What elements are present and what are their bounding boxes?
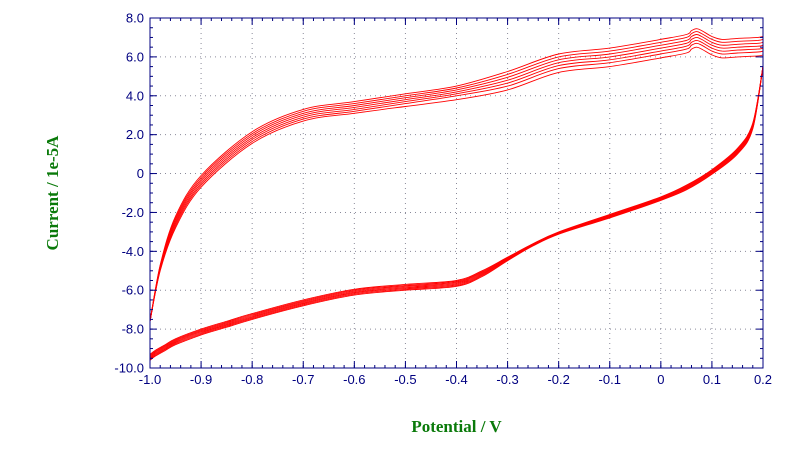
cv-cycle-3-forward-sweep — [149, 66, 764, 357]
cv-cycle-1-forward-sweep — [149, 66, 764, 355]
x-axis-title: Potential / V — [411, 417, 502, 436]
cv-cycle-4-forward-sweep — [149, 66, 764, 358]
y-tick-label: 0 — [137, 166, 144, 181]
cv-cycle-3-reverse-sweep — [149, 39, 764, 322]
cv-cycle-1-reverse-sweep — [149, 46, 764, 322]
y-tick-label: 6.0 — [126, 49, 144, 64]
x-tick-label: 0.2 — [754, 372, 772, 387]
cv-cycle-2-forward-sweep — [149, 66, 764, 356]
cv-cycle-2-reverse-sweep — [149, 42, 764, 322]
y-tick-label: -2.0 — [122, 205, 144, 220]
x-tick-label: -0.2 — [547, 372, 569, 387]
cv-cycle-7-forward-sweep — [149, 66, 764, 361]
x-tick-label: -0.7 — [292, 372, 314, 387]
tick-labels: -1.0 -0.9 -0.8 -0.7 -0.6 -0.5 -0.4 -0.3 -0.2 -0.1… — [114, 11, 772, 388]
cv-cycle-4-reverse-sweep — [149, 36, 764, 322]
x-tick-label: -1.0 — [139, 372, 161, 387]
cv-cycle-5-forward-sweep — [149, 66, 764, 359]
x-tick-label: -0.5 — [394, 372, 416, 387]
x-tick-label: -0.8 — [241, 372, 263, 387]
x-tick-label: -0.6 — [343, 372, 365, 387]
x-tick-label: 0.1 — [703, 372, 721, 387]
grid-lines — [150, 18, 763, 368]
y-axis-title: Current / 1e-5A — [43, 135, 62, 251]
axis-ticks — [149, 17, 764, 369]
cv-cycle-6-forward-sweep — [149, 66, 764, 360]
y-tick-label: 8.0 — [126, 11, 144, 26]
x-tick-label: 0 — [657, 372, 664, 387]
x-tick-label: -0.1 — [599, 372, 621, 387]
y-tick-label: -10.0 — [114, 361, 144, 376]
y-tick-label: -6.0 — [122, 283, 144, 298]
y-tick-label: -4.0 — [122, 244, 144, 259]
cv-cycle-5-reverse-sweep — [149, 34, 764, 322]
y-tick-label: -8.0 — [122, 322, 144, 337]
series-curves — [149, 28, 764, 361]
cv-cycle-6-reverse-sweep — [149, 31, 764, 322]
x-tick-label: -0.3 — [496, 372, 518, 387]
cv-cycle-7-reverse-sweep — [149, 28, 764, 322]
x-tick-label: -0.9 — [190, 372, 212, 387]
x-tick-label: -0.4 — [445, 372, 467, 387]
y-tick-label: 2.0 — [126, 127, 144, 142]
y-tick-label: 4.0 — [126, 88, 144, 103]
